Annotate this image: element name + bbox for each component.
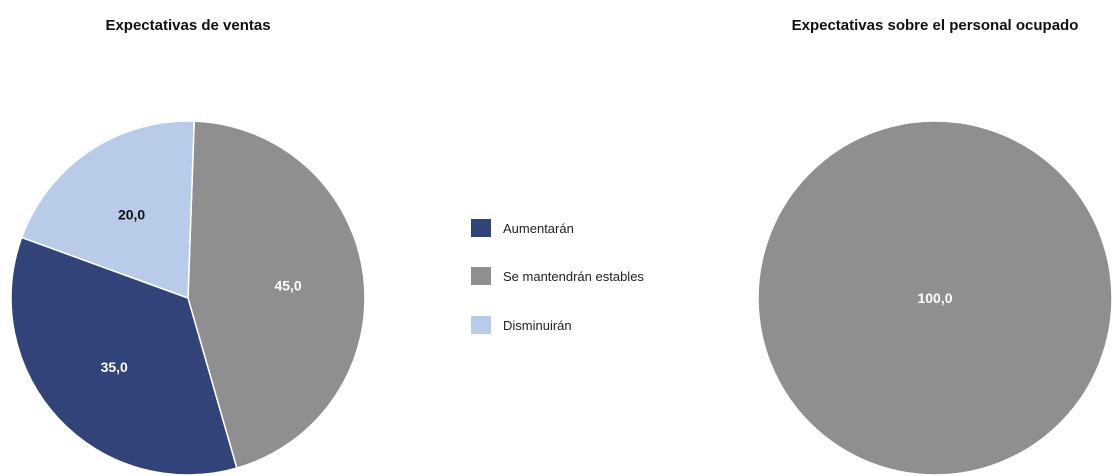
legend-swatch-aumentaran (471, 219, 491, 237)
legend: Aumentarán Se mantendrán estables Dismin… (471, 219, 644, 334)
legend-swatch-disminuiran (471, 316, 491, 334)
pie-slice-personal-estables (757, 120, 1113, 476)
legend-item-disminuiran: Disminuirán (471, 316, 572, 334)
legend-label-disminuiran: Disminuirán (503, 318, 572, 333)
legend-swatch-estables (471, 267, 491, 285)
legend-label-aumentaran: Aumentarán (503, 221, 574, 236)
legend-item-estables: Se mantendrán estables (471, 267, 644, 285)
legend-label-estables: Se mantendrán estables (503, 269, 644, 284)
pie-label-ventas-estables: 45,0 (274, 278, 301, 294)
legend-item-aumentaran: Aumentarán (471, 219, 574, 237)
pie-slice-ventas-disminuiran (20, 120, 195, 300)
pie-label-ventas-disminuiran: 20,0 (118, 206, 145, 222)
pie-slice-ventas-aumentaran (10, 236, 238, 476)
pie-label-personal-estables: 100,0 (917, 290, 952, 306)
pie-label-ventas-aumentaran: 35,0 (101, 359, 128, 375)
chart-title-ventas: Expectativas de ventas (105, 17, 270, 34)
pie-ventas: 45,0 35,0 20,0 (10, 120, 366, 476)
pie-slice-ventas-estables (187, 120, 366, 470)
pie-personal: 100,0 (757, 120, 1113, 476)
chart-title-personal: Expectativas sobre el personal ocupado (792, 17, 1079, 34)
